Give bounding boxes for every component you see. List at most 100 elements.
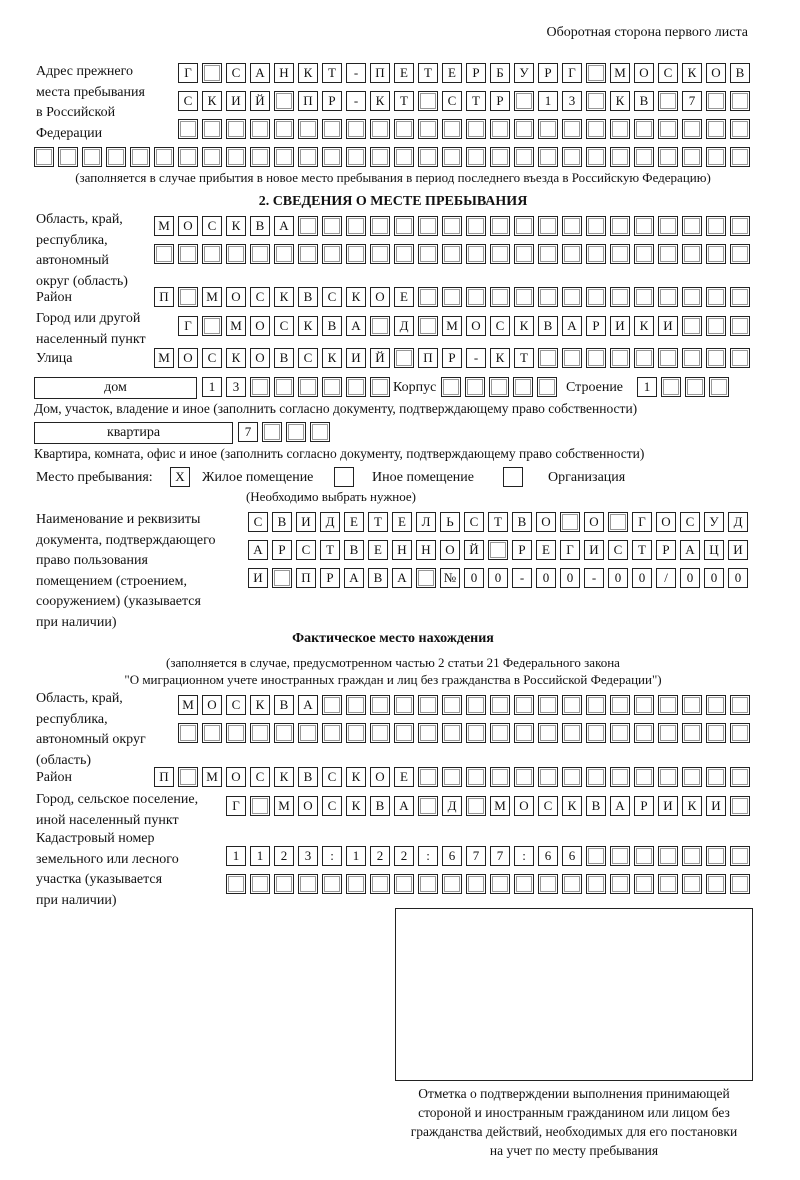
char-cell[interactable] [610, 723, 630, 743]
char-cell[interactable] [562, 119, 582, 139]
char-cell[interactable] [154, 147, 174, 167]
char-cell[interactable] [394, 695, 414, 715]
char-cell[interactable]: О [178, 348, 198, 368]
char-cell[interactable] [82, 147, 102, 167]
char-cell[interactable]: - [346, 63, 366, 83]
char-cell[interactable] [262, 422, 282, 442]
char-cell[interactable] [706, 846, 726, 866]
char-cell[interactable] [178, 119, 198, 139]
char-cell[interactable] [418, 767, 438, 787]
char-cell[interactable] [394, 216, 414, 236]
char-cell[interactable] [513, 377, 533, 397]
char-cell[interactable]: О [370, 767, 390, 787]
char-cell[interactable]: 0 [488, 568, 508, 588]
char-cell[interactable] [538, 147, 558, 167]
char-cell[interactable]: К [370, 91, 390, 111]
char-cell[interactable]: П [298, 91, 318, 111]
char-cell[interactable] [465, 377, 485, 397]
char-cell[interactable] [682, 767, 702, 787]
char-cell[interactable]: И [584, 540, 604, 560]
char-cell[interactable] [610, 147, 630, 167]
char-cell[interactable]: 7 [490, 846, 510, 866]
char-cell[interactable] [418, 796, 438, 816]
char-cell[interactable]: С [202, 348, 222, 368]
char-cell[interactable]: К [298, 63, 318, 83]
prev-address-row-4[interactable] [34, 147, 754, 169]
char-cell[interactable]: Г [632, 512, 652, 532]
char-cell[interactable] [418, 244, 438, 264]
char-cell[interactable]: С [322, 796, 342, 816]
char-cell[interactable]: Т [514, 348, 534, 368]
char-cell[interactable] [274, 244, 294, 264]
char-cell[interactable]: Г [562, 63, 582, 83]
char-cell[interactable] [322, 695, 342, 715]
char-cell[interactable]: И [226, 91, 246, 111]
char-cell[interactable]: : [322, 846, 342, 866]
char-cell[interactable] [226, 119, 246, 139]
char-cell[interactable] [298, 119, 318, 139]
char-cell[interactable]: Е [392, 512, 412, 532]
char-cell[interactable]: С [226, 63, 246, 83]
char-cell[interactable] [586, 147, 606, 167]
char-cell[interactable] [730, 695, 750, 715]
char-cell[interactable]: С [298, 348, 318, 368]
char-cell[interactable] [298, 244, 318, 264]
char-cell[interactable]: О [298, 796, 318, 816]
char-cell[interactable] [706, 287, 726, 307]
char-cell[interactable]: А [680, 540, 700, 560]
char-cell[interactable] [274, 147, 294, 167]
char-cell[interactable]: Н [392, 540, 412, 560]
char-cell[interactable] [34, 147, 54, 167]
char-cell[interactable] [562, 147, 582, 167]
char-cell[interactable]: Т [394, 91, 414, 111]
char-cell[interactable]: К [610, 91, 630, 111]
char-cell[interactable] [562, 874, 582, 894]
char-cell[interactable] [442, 767, 462, 787]
char-cell[interactable]: С [226, 695, 246, 715]
char-cell[interactable]: М [442, 316, 462, 336]
char-cell[interactable] [346, 216, 366, 236]
char-cell[interactable] [586, 348, 606, 368]
korpus-row[interactable] [441, 377, 561, 399]
char-cell[interactable] [514, 874, 534, 894]
char-cell[interactable] [634, 244, 654, 264]
char-cell[interactable]: М [178, 695, 198, 715]
char-cell[interactable]: Р [586, 316, 606, 336]
char-cell[interactable] [130, 147, 150, 167]
char-cell[interactable] [370, 147, 390, 167]
char-cell[interactable]: Р [512, 540, 532, 560]
char-cell[interactable] [418, 147, 438, 167]
char-cell[interactable] [730, 874, 750, 894]
char-cell[interactable] [418, 723, 438, 743]
char-cell[interactable]: 3 [298, 846, 318, 866]
char-cell[interactable]: 1 [637, 377, 657, 397]
char-cell[interactable] [658, 723, 678, 743]
char-cell[interactable]: В [538, 316, 558, 336]
char-cell[interactable]: Й [464, 540, 484, 560]
char-cell[interactable]: С [250, 767, 270, 787]
char-cell[interactable]: 6 [442, 846, 462, 866]
char-cell[interactable]: 0 [728, 568, 748, 588]
char-cell[interactable]: С [442, 91, 462, 111]
char-cell[interactable] [322, 119, 342, 139]
char-cell[interactable]: О [514, 796, 534, 816]
char-cell[interactable] [370, 874, 390, 894]
char-cell[interactable]: В [586, 796, 606, 816]
char-cell[interactable]: Ц [704, 540, 724, 560]
char-cell[interactable] [418, 91, 438, 111]
char-cell[interactable]: К [274, 287, 294, 307]
char-cell[interactable]: П [296, 568, 316, 588]
char-cell[interactable] [489, 377, 509, 397]
char-cell[interactable] [416, 568, 436, 588]
char-cell[interactable] [562, 723, 582, 743]
char-cell[interactable] [250, 377, 270, 397]
char-cell[interactable] [442, 287, 462, 307]
char-cell[interactable] [514, 767, 534, 787]
char-cell[interactable]: 0 [464, 568, 484, 588]
char-cell[interactable]: К [490, 348, 510, 368]
char-cell[interactable]: М [154, 216, 174, 236]
char-cell[interactable] [682, 316, 702, 336]
char-cell[interactable]: - [512, 568, 532, 588]
char-cell[interactable] [658, 695, 678, 715]
